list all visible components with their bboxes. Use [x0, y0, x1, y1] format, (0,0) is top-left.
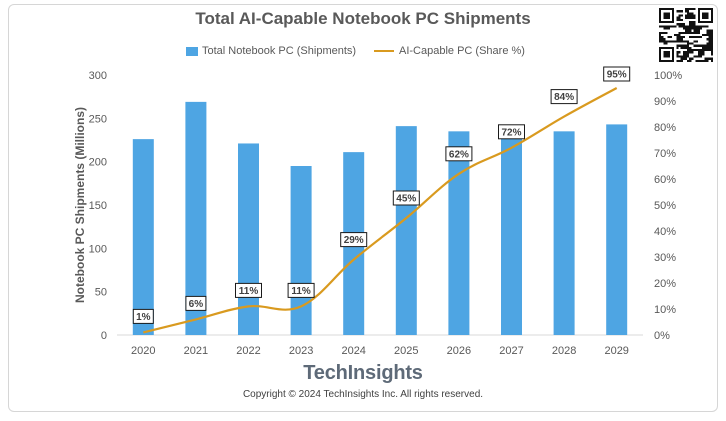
- shipment-bar: [501, 133, 522, 335]
- x-tick-label: 2028: [552, 345, 576, 357]
- x-tick-label: 2023: [289, 345, 313, 357]
- x-tick-label: 2025: [394, 345, 418, 357]
- x-tick-label: 2029: [604, 345, 628, 357]
- y2-tick-label: 50%: [654, 200, 676, 212]
- share-data-label: 11%: [291, 286, 311, 297]
- legend-label-shipments: Total Notebook PC (Shipments): [202, 45, 357, 57]
- share-data-label: 29%: [344, 235, 364, 246]
- shipment-bar: [185, 101, 207, 335]
- share-data-label: 72%: [501, 127, 521, 138]
- x-tick-label: 2020: [131, 345, 155, 357]
- share-label-box: [287, 282, 315, 298]
- share-label-box: [445, 146, 473, 162]
- chart-title: Total AI-Capable Notebook PC Shipments: [195, 9, 531, 28]
- share-data-label: 62%: [449, 149, 469, 160]
- y2-tick-label: 0%: [654, 330, 670, 342]
- x-tick-label: 2027: [499, 345, 523, 357]
- y2-tick-label: 90%: [654, 96, 676, 108]
- share-label-box: [340, 232, 368, 248]
- share-line: [143, 87, 618, 334]
- shipment-bar: [448, 131, 470, 335]
- share-label-box: [392, 190, 420, 206]
- share-data-label: 84%: [554, 92, 574, 103]
- share-label-box: [603, 66, 631, 82]
- y2-tick-label: 10%: [654, 304, 676, 316]
- share-label-box: [132, 308, 154, 324]
- y2-tick-label: 70%: [654, 148, 676, 160]
- x-tick-label: 2021: [184, 345, 208, 357]
- y-tick-label: 250: [89, 113, 107, 125]
- y-axis-label: Notebook PC Shipments (Millions): [73, 107, 87, 303]
- x-tick-label: 2024: [341, 345, 365, 357]
- y2-tick-label: 100%: [654, 70, 682, 82]
- share-data-label: 45%: [396, 194, 416, 205]
- x-tick-label: 2026: [447, 345, 471, 357]
- y-tick-label: 150: [89, 200, 107, 212]
- legend-item-shipments: Total Notebook PC (Shipments): [186, 45, 356, 57]
- shipment-bar: [132, 139, 154, 335]
- share-label-box: [550, 89, 578, 105]
- y-tick-label: 200: [89, 157, 107, 169]
- share-label-box: [235, 282, 262, 298]
- y2-tick-label: 80%: [654, 122, 676, 134]
- x-tick-label: 2022: [236, 345, 260, 357]
- y2-tick-label: 40%: [654, 226, 676, 238]
- y-tick-label: 0: [101, 330, 107, 342]
- legend-label-share: AI-Capable PC (Share %): [399, 45, 525, 57]
- shipment-bar: [395, 126, 417, 335]
- y2-tick-label: 30%: [654, 252, 676, 264]
- y-tick-label: 300: [89, 70, 107, 82]
- copyright-text: Copyright © 2024 TechInsights Inc. All r…: [242, 389, 484, 400]
- share-label-box: [498, 124, 525, 140]
- y2-tick-label: 20%: [654, 278, 676, 290]
- y-tick-label: 100: [89, 243, 107, 255]
- qr-code-icon: [659, 8, 713, 62]
- legend-item-share: AI-Capable PC (Share %): [374, 45, 525, 57]
- share-data-label: 6%: [189, 299, 204, 310]
- legend-bar-swatch: [186, 46, 198, 56]
- shipment-bar: [553, 131, 575, 335]
- shipment-bar: [606, 124, 628, 336]
- share-data-label: 11%: [239, 286, 259, 297]
- y-tick-label: 50: [95, 287, 107, 299]
- share-data-label: 1%: [136, 312, 151, 323]
- share-data-label: 95%: [607, 70, 627, 81]
- techinsights-logo: TechInsights: [303, 362, 423, 384]
- share-label-box: [185, 295, 207, 311]
- legend-line-swatch: [374, 50, 394, 52]
- y2-tick-label: 60%: [654, 174, 676, 186]
